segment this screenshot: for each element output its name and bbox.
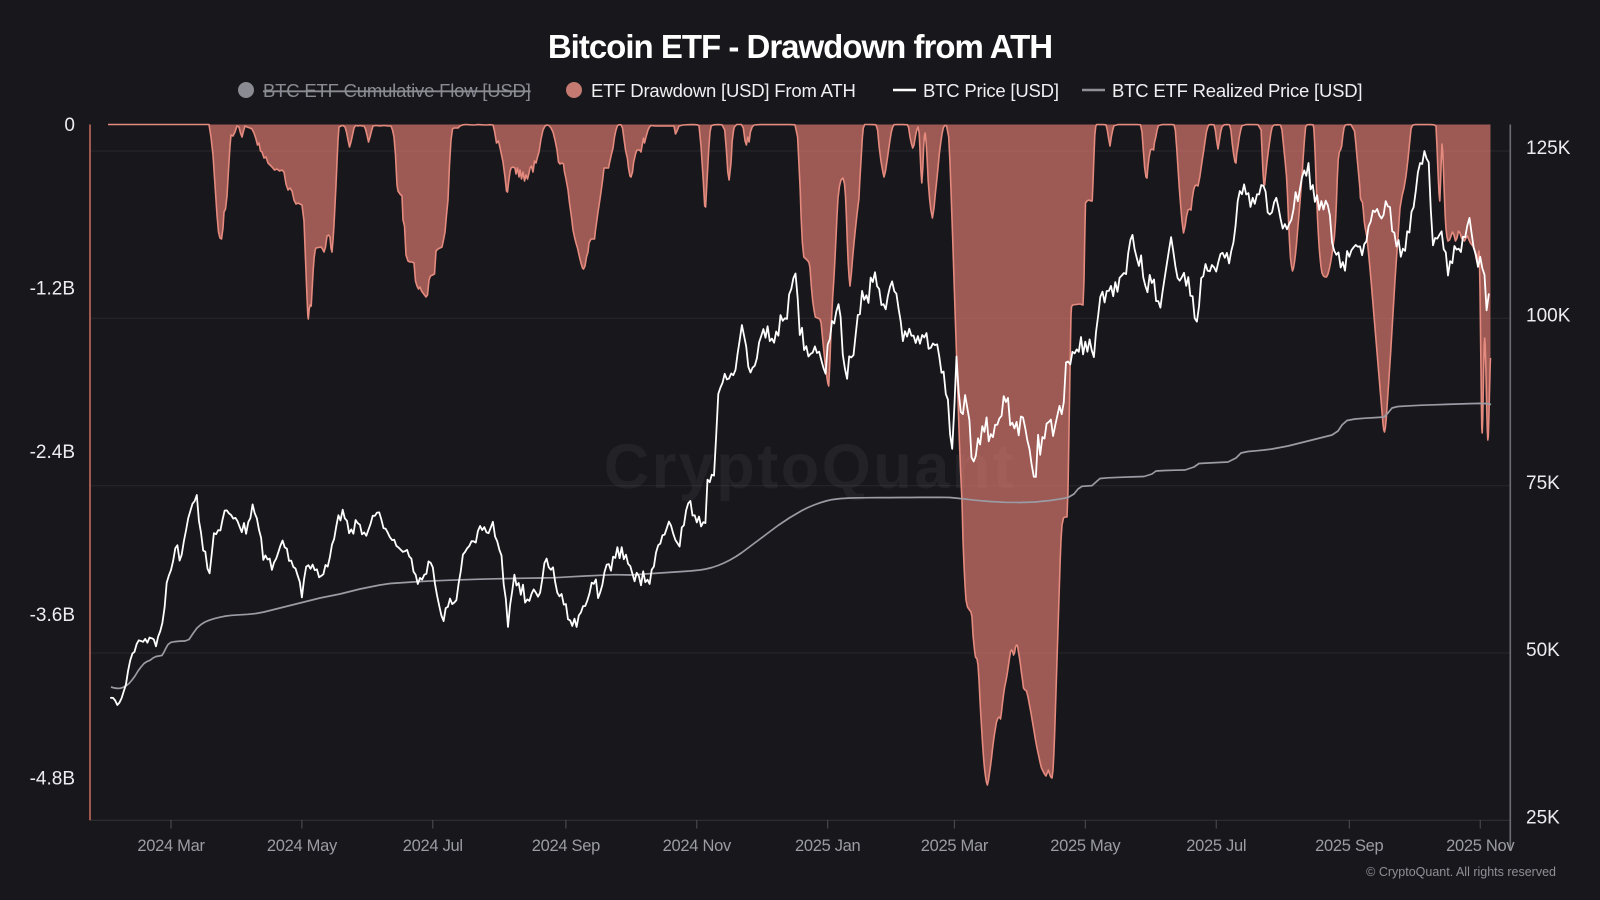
- svg-text:-2.4B: -2.4B: [30, 442, 75, 463]
- svg-text:-4.8B: -4.8B: [30, 768, 75, 789]
- svg-text:-1.2B: -1.2B: [30, 279, 75, 300]
- svg-text:2024 Nov: 2024 Nov: [663, 837, 732, 855]
- svg-text:Bitcoin ETF - Drawdown from AT: Bitcoin ETF - Drawdown from ATH: [548, 28, 1052, 65]
- svg-text:2024 Jul: 2024 Jul: [403, 837, 463, 855]
- svg-text:2025 Mar: 2025 Mar: [921, 837, 989, 855]
- svg-text:2025 May: 2025 May: [1050, 837, 1121, 855]
- svg-text:CryptoQuant: CryptoQuant: [604, 432, 1016, 502]
- svg-text:BTC Price [USD]: BTC Price [USD]: [923, 80, 1059, 101]
- svg-text:100K: 100K: [1526, 306, 1571, 327]
- svg-text:0: 0: [64, 115, 75, 136]
- svg-text:BTC ETF Cumulative Flow [USD]: BTC ETF Cumulative Flow [USD]: [263, 80, 531, 101]
- svg-text:2025 Jul: 2025 Jul: [1186, 837, 1246, 855]
- svg-text:BTC ETF Realized Price [USD]: BTC ETF Realized Price [USD]: [1112, 80, 1362, 101]
- svg-text:ETF Drawdown [USD] From ATH: ETF Drawdown [USD] From ATH: [591, 80, 856, 101]
- svg-text:2025 Sep: 2025 Sep: [1315, 837, 1383, 855]
- svg-text:-3.6B: -3.6B: [30, 605, 75, 626]
- svg-text:125K: 125K: [1526, 138, 1571, 159]
- svg-text:2025 Nov: 2025 Nov: [1446, 837, 1515, 855]
- svg-text:2025 Jan: 2025 Jan: [795, 837, 861, 855]
- svg-text:2024 Mar: 2024 Mar: [137, 837, 205, 855]
- svg-text:2024 Sep: 2024 Sep: [532, 837, 600, 855]
- svg-text:2024 May: 2024 May: [267, 837, 338, 855]
- svg-text:© CryptoQuant. All rights rese: © CryptoQuant. All rights reserved: [1366, 865, 1556, 879]
- svg-text:50K: 50K: [1526, 640, 1560, 661]
- svg-text:25K: 25K: [1526, 808, 1560, 829]
- svg-text:75K: 75K: [1526, 473, 1560, 494]
